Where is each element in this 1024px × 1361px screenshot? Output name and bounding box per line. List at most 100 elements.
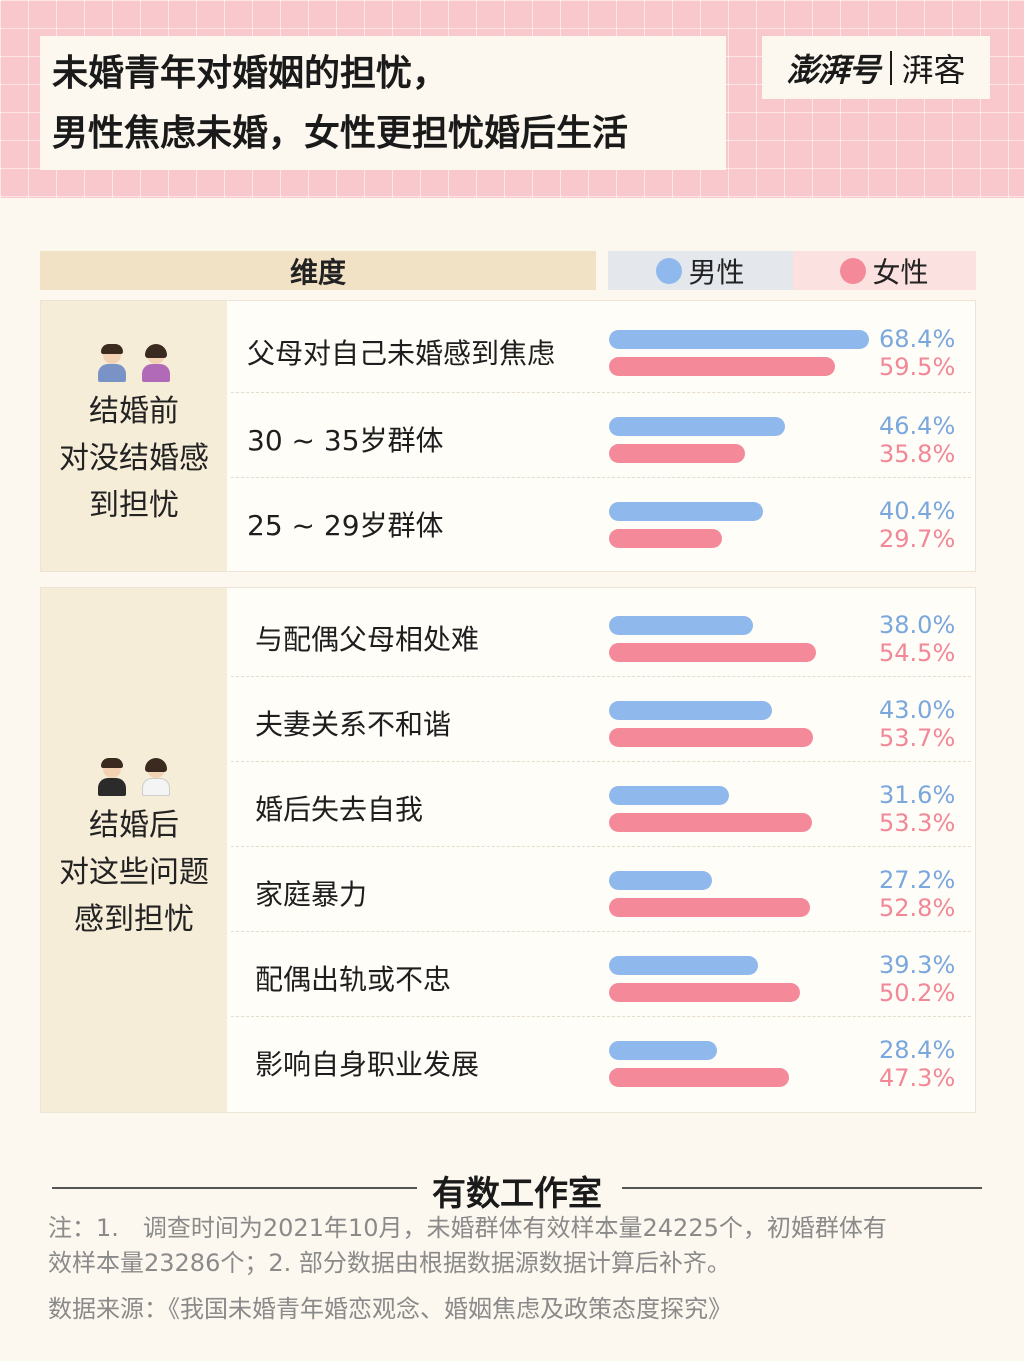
logo-main-text: 澎湃号 [786,50,880,89]
logo-sub-text: 湃客 [901,50,966,89]
bar-female [609,983,800,1002]
bar-female [609,898,810,917]
footnote-line-2: 效样本量23286个；2. 部分数据由根据数据源数据计算后补齐。 [48,1249,731,1277]
data-source: 数据来源：《我国未婚青年婚恋观念、婚姻焦虑及政策态度探究》 [48,1295,732,1323]
section-label-line: 对这些问题 [59,854,209,890]
legend-female-label: 女性 [872,255,929,289]
logo-separator [889,50,892,85]
row-divider [231,1016,971,1017]
bar-female [609,529,722,548]
legend-male: 男性 [608,251,793,290]
value-label-male: 46.4% [879,412,956,440]
value-label-male: 39.3% [879,951,956,979]
footnote-line-1: 注：1. 调查时间为2021年10月，未婚群体有效样本量24225个，初婚群体有 [48,1214,887,1242]
value-label-male: 68.4% [879,325,956,353]
chart-row: 夫妻关系不和谐 43.0% 53.7% [227,676,975,761]
category-label: 家庭暴力 [255,878,368,911]
category-label: 影响自身职业发展 [255,1048,480,1081]
bar-female [609,813,812,832]
female-dot-icon [840,257,867,284]
man-shrugging-icon [94,343,130,382]
woman-shrugging-icon [138,343,174,382]
bar-male [609,786,729,805]
page-title-line-1: 未婚青年对婚姻的担忧， [52,53,449,94]
section-label-line: 对没结婚感 [59,440,209,476]
legend-male-label: 男性 [688,255,745,289]
chart-row: 配偶出轨或不忠 39.3% 50.2% [227,931,975,1016]
category-label: 25 ~ 29岁群体 [247,509,444,542]
category-label: 配偶出轨或不忠 [255,963,452,996]
bar-female [609,444,745,463]
bar-male [609,502,763,521]
section-label-line: 结婚后 [89,807,179,843]
row-divider [231,846,971,847]
male-dot-icon [656,257,683,284]
section-after-marriage: 结婚后 对这些问题 感到担忧 与配偶父母相处难 38.0% 54.5% 夫妻关系不和谐… [40,587,976,1113]
row-divider [231,392,971,393]
category-label: 与配偶父母相处难 [255,623,480,656]
footer-rule-left [52,1187,417,1189]
bar-male [609,701,772,720]
row-divider [231,676,971,677]
section-label-line: 到担忧 [89,487,179,523]
bar-female [609,643,816,662]
emoji-row [94,343,174,382]
chart-row: 影响自身职业发展 28.4% 47.3% [227,1016,975,1101]
value-label-female: 54.5% [879,639,956,667]
dimension-label: 维度 [289,255,346,289]
chart-row: 家庭暴力 27.2% 52.8% [227,846,975,931]
bar-male [609,1041,717,1060]
title-box: 未婚青年对婚姻的担忧， 男性焦虑未婚，女性更担忧婚后生活 [40,36,726,170]
value-label-male: 38.0% [879,611,956,639]
bride-icon [138,757,174,796]
legend-female: 女性 [793,251,976,290]
page-title-line-2: 男性焦虑未婚，女性更担忧婚后生活 [52,113,629,154]
value-label-male: 31.6% [879,781,956,809]
value-label-female: 35.8% [879,440,956,468]
bar-female [609,357,835,376]
emoji-row [94,757,174,796]
row-divider [231,477,971,478]
value-label-male: 27.2% [879,866,956,894]
category-label: 30 ~ 35岁群体 [247,424,444,457]
chart-row: 婚后失去自我 31.6% 53.3% [227,761,975,846]
value-label-female: 47.3% [879,1064,956,1092]
section-label-panel: 结婚前 对没结婚感 到担忧 [41,301,227,571]
value-label-male: 43.0% [879,696,956,724]
footer-rule-right [622,1187,982,1189]
column-header-dimension: 维度 [40,251,596,290]
chart-row: 与配偶父母相处难 38.0% 54.5% [227,591,975,676]
value-label-female: 59.5% [879,353,956,381]
brand-logo: 澎湃号 湃客 [762,36,990,99]
value-label-female: 29.7% [879,525,956,553]
value-label-female: 53.3% [879,809,956,837]
section-label-line: 结婚前 [89,393,179,429]
bar-female [609,728,813,747]
bar-female [609,1068,789,1087]
row-divider [231,931,971,932]
bar-male [609,417,785,436]
category-label: 夫妻关系不和谐 [255,708,452,741]
value-label-female: 50.2% [879,979,956,1007]
chart-row: 30 ~ 35岁群体 46.4% 35.8% [227,392,975,477]
section-label-panel: 结婚后 对这些问题 感到担忧 [41,588,227,1112]
category-label: 父母对自己未婚感到焦虑 [247,337,556,370]
bar-male [609,330,869,349]
value-label-male: 28.4% [879,1036,956,1064]
groom-icon [94,757,130,796]
section-before-marriage: 结婚前 对没结婚感 到担忧 父母对自己未婚感到焦虑 68.4% 59.5% 30 ~ … [40,300,976,572]
bar-male [609,871,712,890]
chart-row: 父母对自己未婚感到焦虑 68.4% 59.5% [227,305,975,390]
row-divider [231,761,971,762]
header-banner: 未婚青年对婚姻的担忧， 男性焦虑未婚，女性更担忧婚后生活 澎湃号 湃客 [0,0,1024,198]
category-label: 婚后失去自我 [255,793,424,826]
section-label-line: 感到担忧 [74,901,194,937]
value-label-female: 52.8% [879,894,956,922]
chart-row: 25 ~ 29岁群体 40.4% 29.7% [227,477,975,562]
bar-male [609,956,758,975]
value-label-female: 53.7% [879,724,956,752]
footer-studio: 有数工作室 [52,1166,982,1214]
bar-male [609,616,753,635]
value-label-male: 40.4% [879,497,956,525]
studio-name: 有数工作室 [432,1174,602,1214]
